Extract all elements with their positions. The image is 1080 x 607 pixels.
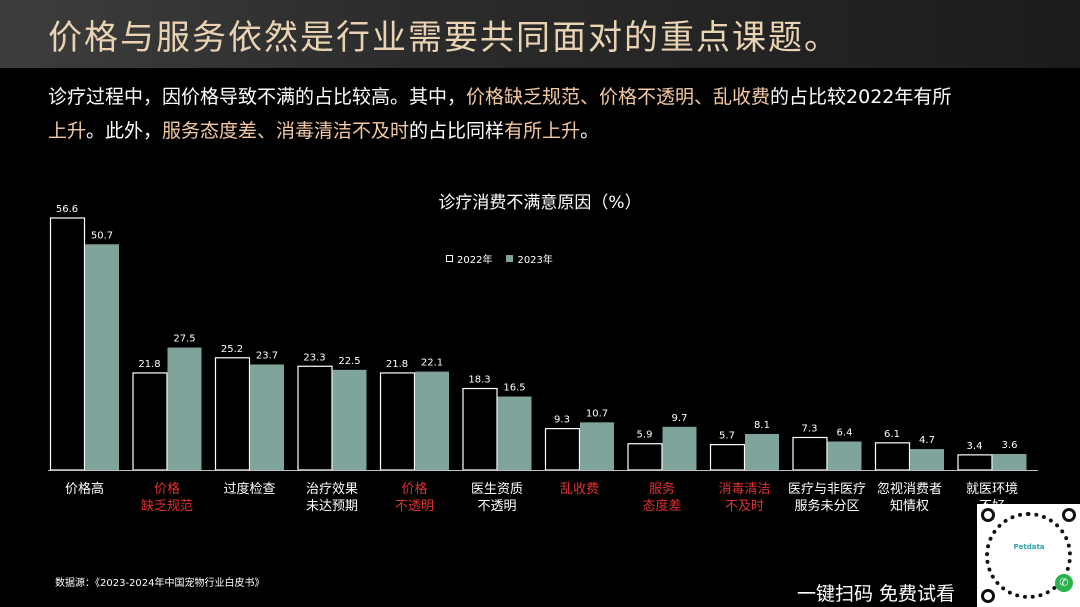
qr-corner-marker — [981, 508, 995, 522]
bar-2022 — [709, 444, 746, 471]
data-label-2022: 21.8 — [138, 359, 160, 370]
data-label-2022: 56.6 — [56, 204, 78, 215]
page-title: 价格与服务依然是行业需要共同面对的重点课题。 — [48, 18, 840, 58]
intro-text: 的占比同样 — [409, 120, 505, 142]
bar-2023 — [992, 453, 1027, 470]
wechat-icon: ✆ — [1055, 574, 1073, 592]
data-source: 数据源：《2023-2024年中国宠物行业白皮书》 — [55, 578, 265, 589]
legend-label-2022: 2022年 — [457, 255, 493, 266]
intro-text: 。 — [580, 120, 600, 142]
data-label-2023: 22.5 — [338, 356, 360, 367]
category-label: 价格高 — [65, 481, 104, 497]
data-label-2023: 23.7 — [256, 350, 278, 361]
category-label: 未达预期 — [306, 499, 358, 514]
bar-2022 — [297, 365, 333, 471]
category-label: 医疗与非医疗 — [788, 482, 866, 497]
data-label-2023: 8.1 — [754, 420, 770, 431]
qr-logo: Petdata — [1007, 542, 1051, 566]
bar-2023 — [745, 433, 779, 470]
bar-2022 — [792, 436, 828, 471]
bar-2022 — [214, 357, 251, 471]
bar-2023 — [85, 244, 119, 470]
bar-2022 — [462, 387, 498, 471]
data-label-2022: 7.3 — [802, 423, 818, 434]
intro-highlight: 有所上升 — [504, 120, 581, 142]
category-label: 不透明 — [477, 499, 516, 514]
intro-highlight: 价格缺乏规范、价格不透明、乱收费 — [466, 86, 771, 108]
legend-swatch-2023 — [506, 255, 514, 262]
legend-swatch-2022 — [446, 255, 453, 262]
category-label: 不及时 — [725, 499, 764, 514]
data-label-2022: 6.1 — [884, 429, 900, 440]
chart-legend: 2022年 2023年 — [446, 251, 553, 266]
qr-pattern — [985, 512, 1072, 599]
bar-2023 — [497, 396, 532, 470]
data-label-2022: 18.3 — [468, 375, 490, 386]
bar-2023 — [910, 449, 944, 470]
bar-2022 — [132, 372, 168, 471]
category-label: 知情权 — [890, 498, 929, 514]
category-label: 不透明 — [395, 499, 434, 514]
bar-2023 — [827, 441, 862, 470]
data-label-2022: 25.2 — [221, 344, 243, 355]
data-label-2022: 23.3 — [303, 352, 325, 363]
bar-2023 — [415, 371, 449, 470]
data-label-2022: 3.4 — [967, 441, 983, 452]
data-label-2023: 10.7 — [586, 408, 608, 419]
category-label: 乱收费 — [560, 482, 599, 497]
category-label: 服务 — [649, 481, 675, 497]
qr-corner-marker — [981, 589, 995, 603]
category-label: 态度差 — [642, 498, 681, 514]
data-label-2023: 4.7 — [919, 435, 935, 446]
bar-2023 — [662, 426, 697, 470]
intro-highlight: 上升 — [48, 120, 87, 142]
data-label-2023: 9.7 — [672, 413, 688, 424]
category-label: 忽视消费者 — [877, 482, 942, 497]
bar-2023 — [580, 422, 614, 470]
bar-2023 — [167, 347, 202, 470]
intro-highlight: 服务态度差、消毒清洁不及时 — [162, 120, 410, 142]
data-label-2023: 22.1 — [421, 358, 443, 369]
title-banner: 价格与服务依然是行业需要共同面对的重点课题。 — [0, 0, 1080, 68]
bar-2022 — [49, 217, 86, 471]
bar-2023 — [332, 369, 367, 470]
intro-line-1: 诊疗过程中，因价格导致不满的占比较高。其中，价格缺乏规范、价格不透明、乱收费的占… — [48, 80, 1038, 114]
data-label-2023: 6.4 — [837, 428, 853, 439]
chart-title: 诊疗消费不满意原因（%） — [438, 193, 642, 213]
bar-2022 — [544, 427, 581, 471]
category-label: 过度检查 — [223, 481, 275, 497]
category-label: 消毒清洁 — [718, 482, 770, 497]
category-label: 医生资质 — [471, 482, 523, 497]
legend-label-2023: 2023年 — [517, 255, 553, 266]
intro-text: 的占比较2022年有所 — [770, 86, 952, 108]
intro-text: 。此外， — [86, 120, 163, 142]
category-label: 服务未分区 — [794, 498, 859, 514]
data-label-2023: 16.5 — [503, 383, 525, 394]
data-label-2022: 21.8 — [386, 359, 408, 370]
data-label-2023: 3.6 — [1002, 440, 1018, 451]
bar-2022 — [627, 443, 663, 471]
category-label: 缺乏规范 — [141, 499, 193, 514]
bar-2023 — [250, 364, 284, 470]
data-label-2022: 5.7 — [719, 431, 735, 442]
category-label: 价格 — [154, 481, 180, 497]
intro-text: 诊疗过程中，因价格导致不满的占比较高。其中， — [48, 86, 467, 108]
data-label-2022: 9.3 — [554, 415, 570, 426]
category-label: 治疗效果 — [306, 482, 358, 497]
data-label-2022: 5.9 — [637, 430, 653, 441]
bar-2022 — [874, 442, 911, 471]
category-label: 价格 — [401, 481, 427, 497]
qr-corner-marker — [1062, 508, 1076, 522]
category-label: 就医环境 — [966, 482, 1018, 497]
intro-paragraph: 诊疗过程中，因价格导致不满的占比较高。其中，价格缺乏规范、价格不透明、乱收费的占… — [48, 80, 1038, 148]
bar-2022 — [957, 454, 993, 471]
data-label-2023: 27.5 — [173, 334, 195, 345]
data-label-2023: 50.7 — [91, 230, 113, 241]
qr-code[interactable]: Petdata ✆ — [977, 504, 1080, 607]
bar-2022 — [379, 372, 416, 471]
scan-cta: 一键扫码 免费试看 — [797, 583, 956, 605]
intro-line-2: 上升。此外，服务态度差、消毒清洁不及时的占比同样有所上升。 — [48, 114, 1038, 148]
